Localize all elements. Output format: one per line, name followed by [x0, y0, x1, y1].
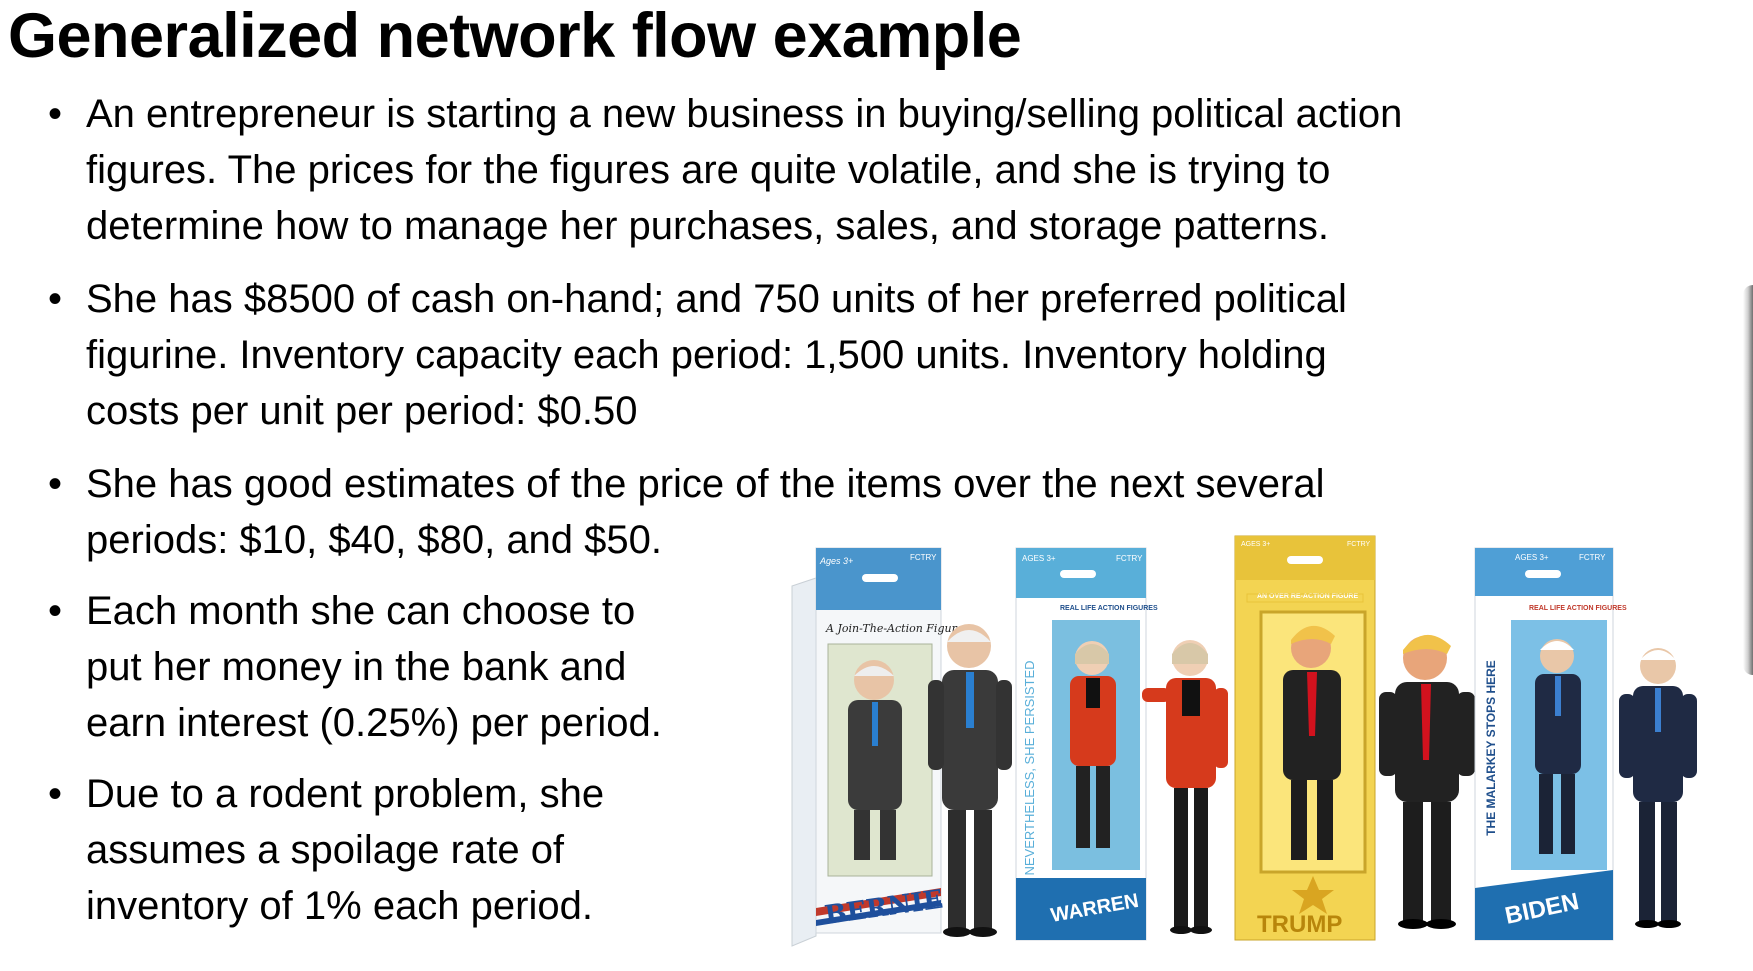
bullet-line: She has $8500 of cash on-hand; and 750 u… [86, 277, 1347, 321]
bullet-line: put her money in the bank and [86, 645, 627, 689]
bullet-line: figures. The prices for the figures are … [86, 148, 1331, 192]
box-tagline: REAL LIFE ACTION FIGURES [1060, 605, 1158, 612]
box-ages-label: AGES 3+ [1022, 554, 1056, 563]
bullet-dot: • [48, 92, 63, 136]
bullet-line: earn interest (0.25%) per period. [86, 701, 662, 745]
bullet-line: costs per unit per period: $0.50 [86, 389, 638, 433]
slide-title: Generalized network flow example [8, 1, 1022, 71]
figure-box-biden: AGES 3+ FCTRY REAL LIFE ACTION FIGURES T… [1474, 547, 1697, 941]
box-brand-label: FCTRY [1116, 554, 1143, 563]
bullet-text: She has $8500 of cash on-hand; and 750 u… [86, 271, 1347, 439]
bullet-text: Each month she can choose to put her mon… [86, 583, 662, 751]
standing-figure-bernie [928, 624, 1012, 937]
action-figures-image: Ages 3+ FCTRY A Join-The-Action Figure B… [780, 528, 1753, 966]
bullet-text: An entrepreneur is starting a new busine… [86, 86, 1402, 254]
bullet-line: An entrepreneur is starting a new busine… [86, 92, 1403, 136]
box-tagline: A Join-The-Action Figure [825, 622, 964, 635]
bullet-line: inventory of 1% each period. [86, 884, 593, 928]
box-name: TRUMP [1257, 911, 1342, 938]
bullet-dot: • [48, 462, 63, 506]
box-ages-label: Ages 3+ [819, 556, 853, 566]
standing-figure-biden [1619, 648, 1697, 928]
box-ages-label: AGES 3+ [1515, 553, 1549, 562]
bullet-line: Due to a rodent problem, she [86, 772, 605, 816]
figure-box-trump: AGES 3+ FCTRY AN OVER RE-ACTION FIGURE T… [1234, 535, 1475, 941]
box-side-text: THE MALARKEY STOPS HERE [1484, 660, 1498, 836]
bullet-line: determine how to manage her purchases, s… [86, 204, 1329, 248]
figure-box-warren: AGES 3+ FCTRY REAL LIFE ACTION FIGURES N… [1015, 547, 1228, 941]
bullet-line: She has good estimates of the price of t… [86, 462, 1325, 506]
box-tagline: AN OVER RE-ACTION FIGURE [1257, 593, 1358, 600]
bullet-text: She has good estimates of the price of t… [86, 456, 1324, 568]
bullet-line: Each month she can choose to [86, 589, 636, 633]
bullet-dot: • [48, 589, 63, 633]
bullet-line: figurine. Inventory capacity each period… [86, 333, 1327, 377]
bullet-text: Due to a rodent problem, she assumes a s… [86, 766, 604, 934]
box-brand-label: FCTRY [1579, 553, 1606, 562]
box-ages-label: AGES 3+ [1241, 541, 1270, 548]
bullet-dot: • [48, 772, 63, 816]
box-side-text: NEVERTHELESS, SHE PERSISTED [1022, 660, 1037, 875]
action-figures-illustration: Ages 3+ FCTRY A Join-The-Action Figure B… [791, 535, 1697, 947]
bullet-line: assumes a spoilage rate of [86, 828, 565, 872]
box-brand-label: FCTRY [1347, 541, 1371, 548]
slide-edge-shadow [1743, 285, 1753, 675]
standing-figure-trump [1379, 634, 1475, 929]
figure-box-bernie: Ages 3+ FCTRY A Join-The-Action Figure B… [791, 547, 1012, 947]
standing-figure-warren [1142, 640, 1228, 934]
bullet-dot: • [48, 277, 63, 321]
box-tagline: REAL LIFE ACTION FIGURES [1529, 605, 1627, 612]
box-brand-label: FCTRY [910, 553, 937, 562]
bullet-line: periods: $10, $40, $80, and $50. [86, 518, 663, 562]
